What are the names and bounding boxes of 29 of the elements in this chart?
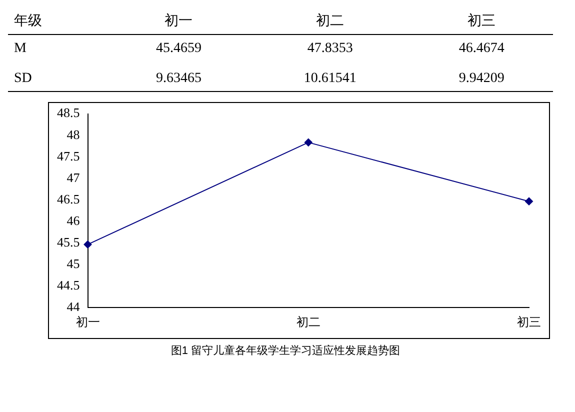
y-tick-label: 46: [66, 212, 80, 228]
text: 年级: [13, 12, 43, 31]
data-label: 46.4674: [458, 40, 506, 58]
y-tick-label: 45: [66, 256, 80, 271]
text: M: [13, 40, 28, 58]
x-tick-label: 初三: [517, 314, 541, 329]
y-tick-label: 47.5: [57, 148, 80, 164]
y-tick-label: 47: [66, 170, 80, 185]
text: 图1 留守儿童各年级学生学习适应性发展趋势图: [170, 344, 402, 358]
point: [84, 240, 92, 248]
category-label: 初一: [164, 14, 193, 29]
y-tick-label: 48.5: [57, 105, 80, 120]
category-label: 初三: [468, 14, 496, 29]
data-label: 47.8353: [306, 40, 354, 58]
y-tick-label: 44: [66, 299, 80, 314]
point: [304, 138, 312, 146]
y-tick-label: 48: [66, 126, 80, 142]
x-tick-label: 初一: [76, 314, 100, 329]
point: [525, 197, 533, 206]
text: 9.94209: [458, 70, 506, 88]
y-tick-label: 45.5: [57, 234, 80, 250]
y-tick-label: 46.5: [57, 191, 80, 206]
text: 10.61541: [302, 70, 358, 88]
data-label: 45.4659: [154, 40, 202, 58]
category-label: 初二: [316, 14, 344, 29]
x-tick-label: 初二: [296, 314, 320, 329]
text: SD: [13, 70, 33, 88]
text: 9.63465: [154, 70, 202, 88]
y-tick-label: 44.5: [57, 277, 80, 292]
